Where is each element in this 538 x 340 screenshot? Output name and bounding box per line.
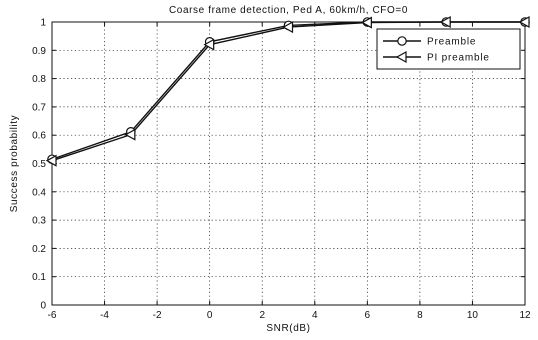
data-point-triangle	[395, 50, 407, 64]
series-layer	[45, 15, 530, 167]
x-tick-label: -6	[48, 310, 57, 321]
legend-entry: Preamble	[383, 36, 476, 48]
y-tick-label: 0.4	[32, 187, 46, 198]
legend: Preamble PI preamble	[376, 28, 521, 70]
x-tick-label: 8	[417, 310, 423, 321]
data-point-triangle	[203, 38, 215, 51]
legend-box	[376, 28, 521, 70]
chart-title: Coarse frame detection, Ped A, 60km/h, C…	[169, 5, 408, 16]
y-tick-label: 0.1	[32, 272, 46, 283]
data-point-circle	[397, 36, 407, 46]
data-point-triangle	[439, 15, 451, 29]
legend-entry: PI preamble	[383, 50, 490, 64]
x-axis-label: SNR(dB)	[266, 323, 310, 334]
data-point-triangle	[518, 15, 530, 29]
y-tick-label: 0.6	[32, 131, 46, 142]
y-tick-label: 0.7	[32, 102, 46, 113]
y-tick-label: 0.3	[32, 216, 46, 227]
data-point-triangle	[361, 16, 372, 29]
x-tick-label: 0	[207, 310, 213, 321]
x-tick-label: 6	[365, 310, 371, 321]
x-tick-label: 2	[259, 310, 265, 321]
y-tick-label: 0	[40, 301, 46, 312]
x-tick-label: -4	[100, 310, 109, 321]
data-point-triangle	[282, 21, 294, 34]
y-tick-label: 0.5	[32, 159, 46, 170]
x-tick-label: 10	[467, 310, 479, 321]
series-2	[45, 15, 530, 167]
y-axis-label: Success probability	[9, 115, 20, 213]
x-tick-label: 4	[312, 310, 318, 321]
y-tick-label: 0.9	[32, 46, 46, 57]
data-point-triangle	[45, 154, 57, 167]
legend-label: PI preamble	[427, 53, 490, 64]
y-tick-label: 1	[40, 18, 46, 29]
data-point-triangle	[124, 128, 136, 141]
x-tick-label: -2	[153, 310, 162, 321]
y-tick-label: 0.8	[32, 74, 46, 85]
x-tick-label: 12	[519, 310, 531, 321]
legend-label: Preamble	[427, 37, 476, 48]
grid	[52, 22, 525, 305]
y-tick-label: 0.2	[32, 244, 46, 255]
